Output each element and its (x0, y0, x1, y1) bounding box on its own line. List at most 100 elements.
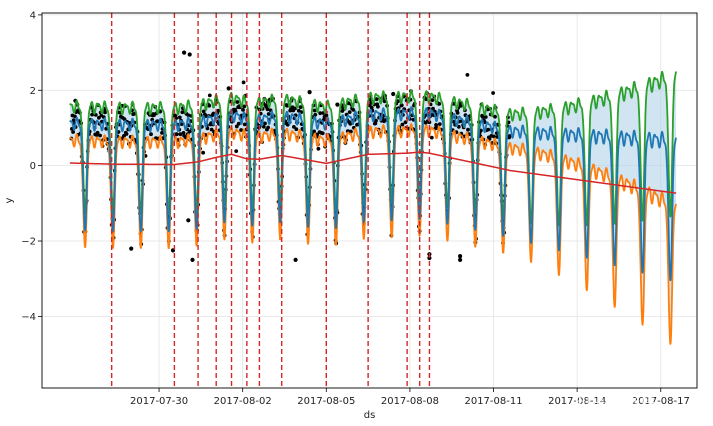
outlier-point (458, 257, 463, 262)
observed-point (430, 98, 435, 102)
outlier-point (335, 102, 340, 107)
observed-point (234, 124, 239, 129)
x-tick-label: 2017-08-05 (297, 396, 355, 407)
observed-point (263, 121, 267, 126)
observed-point (347, 110, 352, 114)
observed-point (149, 132, 153, 137)
observed-point (241, 108, 245, 112)
outlier-point (129, 246, 134, 251)
outlier-point (307, 90, 312, 95)
observed-point (376, 104, 380, 109)
observed-point (318, 111, 323, 116)
observed-point (234, 149, 239, 154)
outlier-point (391, 91, 396, 97)
x-axis-label: ds (364, 410, 376, 421)
observed-point (313, 112, 318, 117)
observed-point (266, 112, 271, 116)
observed-point (209, 127, 214, 132)
observed-point (486, 127, 491, 132)
observed-point (351, 108, 356, 112)
observed-point (324, 113, 329, 118)
observed-point (400, 122, 405, 127)
observed-point (294, 127, 299, 132)
plot-frame (41, 12, 698, 389)
watermark: 知乎 @张伟 (575, 393, 655, 411)
observed-point (186, 113, 191, 118)
observed-point (292, 125, 296, 129)
observed-point (288, 108, 293, 113)
axis-ticks: −4 −2 0 2 4 2017-07-30 2017-08-02 2017-08-05 201… (21, 10, 690, 407)
observed-point (201, 109, 206, 114)
observed-point (235, 100, 240, 104)
observed-point (242, 122, 247, 127)
y-tick-label: 0 (30, 161, 36, 172)
observed-point (374, 118, 378, 123)
observed-point (97, 115, 101, 120)
observed-point (187, 129, 192, 134)
observed-point (201, 150, 206, 155)
observed-point (239, 128, 244, 132)
observed-point (160, 131, 164, 135)
changepoint-lines (110, 13, 431, 388)
observed-point (298, 105, 303, 109)
observed-point (458, 104, 463, 108)
observed-point (396, 99, 400, 103)
observed-point (465, 73, 470, 77)
outlier-point (186, 218, 191, 223)
observed-point (429, 135, 434, 140)
y-tick-label: −2 (21, 237, 36, 248)
observed-point (320, 131, 325, 136)
outlier-point (190, 257, 195, 262)
observed-point (181, 131, 186, 135)
y-tick-label: −4 (21, 312, 36, 323)
observed-point (349, 129, 353, 134)
observed-point (455, 111, 460, 115)
observed-point (177, 115, 182, 120)
observed-point (312, 129, 316, 134)
outlier-point (293, 257, 298, 262)
observed-point (507, 134, 512, 138)
x-tick-label: 2017-08-02 (214, 396, 272, 407)
observed-point (265, 107, 270, 112)
outlier-point (187, 52, 192, 57)
observed-point (207, 103, 212, 108)
outlier-point (182, 50, 187, 55)
y-axis-label: y (4, 197, 15, 203)
yhat-line (69, 106, 677, 282)
outlier-point (226, 86, 231, 91)
observed-point (427, 120, 432, 125)
x-tick-label: 2017-08-08 (381, 396, 439, 407)
observed-point (312, 108, 317, 113)
observed-point (480, 115, 485, 119)
observed-point (374, 97, 379, 102)
observed-point (90, 112, 94, 117)
observed-point (71, 118, 76, 123)
observed-point (216, 108, 221, 113)
x-tick-label: 2017-08-11 (464, 396, 522, 407)
observed-point (316, 146, 321, 151)
y-tick-label: 2 (30, 86, 36, 97)
observed-point (95, 130, 100, 135)
forecast-lines (69, 70, 677, 345)
observed-point (348, 121, 353, 126)
observed-point (242, 104, 247, 109)
observed-point (178, 132, 183, 137)
x-tick-label: 2017-07-30 (130, 396, 188, 407)
observed-point (491, 91, 495, 95)
x-tick-label: 2017-08-14 (548, 396, 606, 407)
observed-point (437, 122, 442, 126)
observed-point (174, 132, 179, 137)
observed-point (266, 125, 270, 130)
observed-point (98, 133, 102, 138)
outlier-point (458, 254, 463, 259)
observed-point (71, 130, 75, 134)
observed-point (241, 80, 246, 85)
trend-line (69, 151, 677, 194)
observed-point (493, 114, 497, 119)
x-tick-label: 2017-08-17 (632, 396, 690, 407)
observed-point (236, 121, 241, 126)
observed-point (207, 93, 212, 98)
observed-point (103, 110, 107, 115)
y-tick-label: 4 (30, 10, 36, 21)
